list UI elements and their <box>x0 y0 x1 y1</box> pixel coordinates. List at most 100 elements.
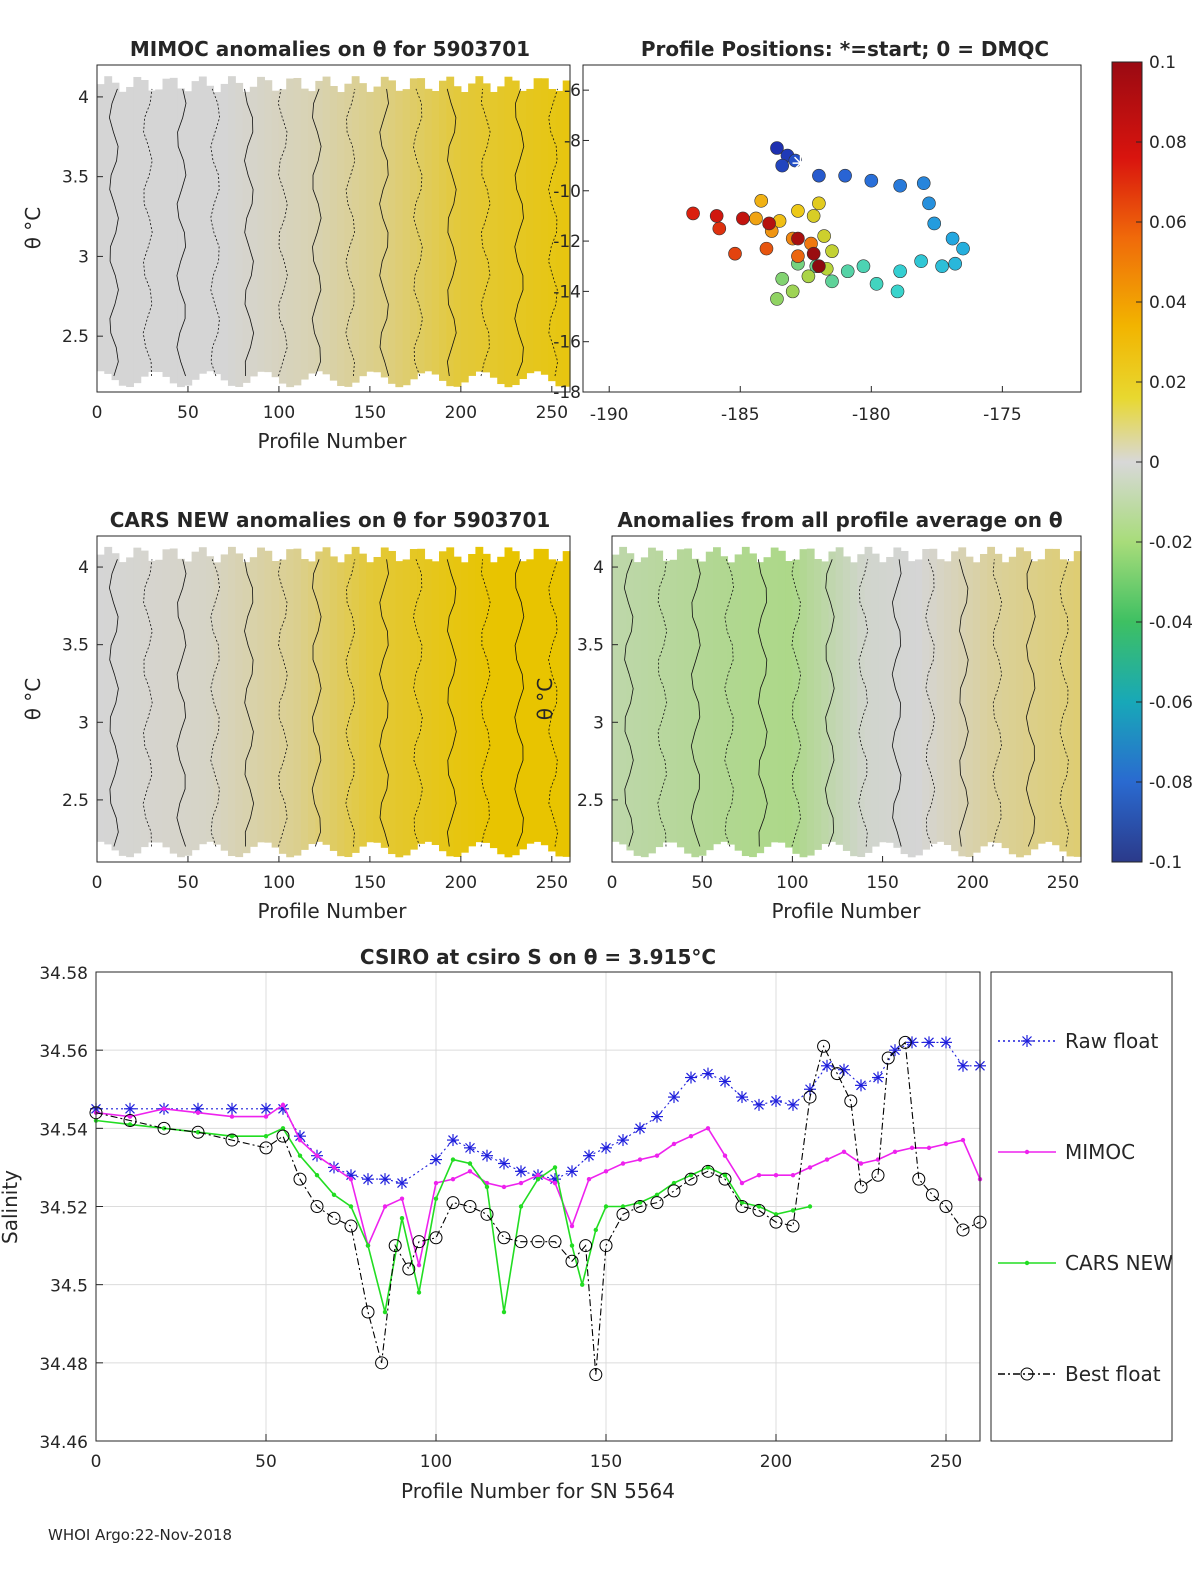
heatmap-cell <box>293 548 302 856</box>
heatmap-cell <box>402 559 411 856</box>
contour-line <box>858 559 869 847</box>
heatmap-cell <box>821 561 830 845</box>
profile-position-point <box>916 176 931 191</box>
data-point-circle <box>769 1215 783 1229</box>
data-point-dot <box>620 1161 626 1166</box>
heatmap-cell <box>533 78 542 372</box>
colorbar-tick-label: 0.06 <box>1149 213 1187 233</box>
heatmap-cell <box>198 547 207 845</box>
heatmap-cell <box>358 83 367 377</box>
data-point-dot <box>892 1149 898 1154</box>
contour-line <box>548 88 559 377</box>
x-tick-label: 0 <box>92 873 103 893</box>
heatmap-cell <box>943 561 952 846</box>
x-tick-label: 50 <box>177 403 199 423</box>
data-point-dot <box>518 1204 524 1209</box>
legend-box <box>990 971 1173 1442</box>
heatmap-cell <box>763 557 772 847</box>
heatmap-cell <box>915 559 923 856</box>
data-point-dot <box>739 1180 745 1186</box>
data-point-circle <box>276 1129 290 1143</box>
data-point-circle <box>310 1200 324 1213</box>
heatmap-cell <box>278 559 287 854</box>
series-line <box>95 1119 811 1313</box>
heatmap-cell <box>308 91 316 374</box>
data-point-circle <box>361 1305 375 1319</box>
heatmap-cell <box>169 548 178 854</box>
y-tick-label: 2.5 <box>62 791 89 811</box>
heatmap-cell <box>439 551 447 852</box>
data-point-dot <box>569 1243 575 1248</box>
x-tick-label: 100 <box>263 403 295 423</box>
data-point-dot <box>773 1173 779 1178</box>
heatmap-cell <box>395 561 404 858</box>
x-tick-label: 250 <box>1047 873 1079 893</box>
profile-position-point <box>812 168 826 183</box>
data-point-circle <box>531 1235 545 1249</box>
heatmap-cell <box>227 546 236 857</box>
contour-line <box>514 559 525 847</box>
heatmap-cell <box>626 553 635 851</box>
heatmap-cell <box>548 88 557 382</box>
x-tick-label: 200 <box>957 873 989 893</box>
contour-line <box>142 88 153 377</box>
data-point-star <box>515 1165 527 1178</box>
profile-position-point <box>712 221 727 236</box>
x-tick-label: 250 <box>536 403 568 423</box>
legend-item: MIMOC <box>998 1140 1135 1164</box>
data-point-dot <box>960 1137 966 1143</box>
data-point-dot <box>467 1161 473 1166</box>
profile-position-point <box>893 264 907 279</box>
data-point-circle <box>599 1239 613 1253</box>
data-point-circle <box>548 1235 562 1249</box>
data-point-circle <box>684 1172 698 1186</box>
data-point-dot <box>552 1165 558 1170</box>
salinity-xlabel: Profile Number for SN 5564 <box>401 1479 675 1503</box>
data-point-circle <box>293 1172 307 1186</box>
heatmap-cell <box>424 88 433 372</box>
contour-line <box>992 559 1003 847</box>
x-tick-label: 0 <box>91 1452 102 1472</box>
positions-marks <box>686 141 970 306</box>
data-point-circle <box>735 1200 749 1213</box>
legend-item: Best float <box>998 1362 1161 1386</box>
heatmap-cell <box>162 549 171 848</box>
salinity-title: CSIRO at csiro S on θ = 3.915°C <box>360 945 716 969</box>
mimoc-title: MIMOC anomalies on θ for 5903701 <box>130 37 530 61</box>
data-point-circle <box>225 1133 239 1147</box>
profile-positions-panel: Profile Positions: *=start; 0 = DMQC -19… <box>553 37 1082 425</box>
y-tick-label: 4 <box>78 88 89 108</box>
data-point-dot <box>161 1126 167 1131</box>
profile-position-point <box>791 231 805 246</box>
data-point-dot <box>280 1126 286 1131</box>
profile-position-point <box>686 206 700 221</box>
x-tick-label: 100 <box>263 873 295 893</box>
heatmap-cell <box>191 81 200 380</box>
data-point-dot <box>484 1184 490 1190</box>
colorbar-tick-label: 0.08 <box>1149 133 1187 153</box>
data-point-dot <box>756 1173 762 1178</box>
data-point-dot <box>263 1114 269 1119</box>
y-tick-label: 34.46 <box>39 1433 88 1453</box>
data-point-circle <box>123 1114 137 1128</box>
mimoc-ylabel: θ °C <box>21 207 45 250</box>
heatmap-cell <box>900 550 909 855</box>
heatmap-cell <box>373 86 382 373</box>
data-point-star <box>600 1141 612 1154</box>
data-point-circle <box>344 1219 358 1233</box>
data-point-dot <box>382 1309 388 1315</box>
legend-label: CARS NEW <box>1065 1251 1173 1275</box>
x-tick-label: 150 <box>354 403 386 423</box>
allavg-title: Anomalies from all profile average on θ <box>617 508 1062 532</box>
contour-line <box>623 559 634 847</box>
series-mimoc <box>93 1102 983 1268</box>
mimoc-heatmap <box>97 76 571 388</box>
data-point-dot <box>314 1173 320 1178</box>
cars-heatmap <box>97 546 571 858</box>
data-point-dot <box>365 1243 371 1248</box>
x-tick-label: 50 <box>255 1452 277 1472</box>
data-point-star <box>753 1098 765 1111</box>
x-tick-label: -185 <box>721 405 760 425</box>
heatmap-cell <box>111 553 120 851</box>
